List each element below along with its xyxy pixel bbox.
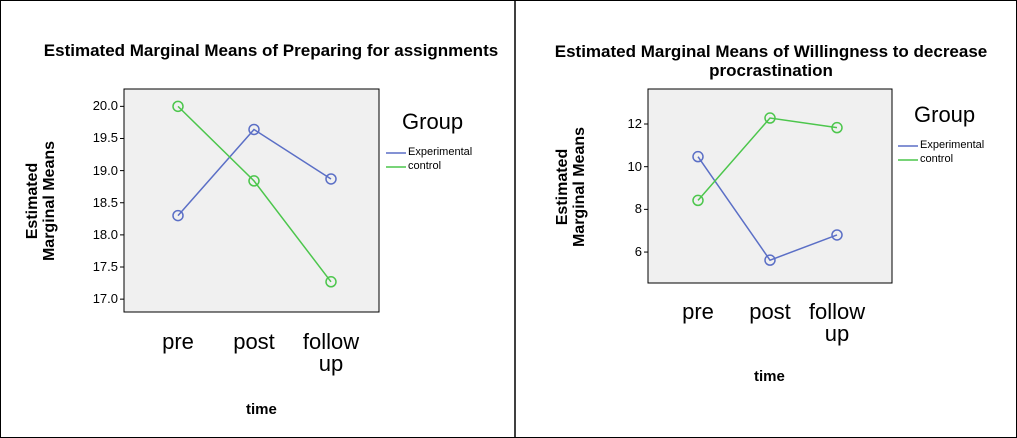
- point: [248, 175, 260, 187]
- y-axis-label: Estimated Marginal Means: [24, 140, 58, 262]
- point: [831, 229, 843, 241]
- chart-title: Estimated Marginal Means of Preparing fo…: [43, 41, 499, 60]
- point: [764, 254, 776, 266]
- y-tick-label: 19.5: [92, 130, 118, 146]
- point: [692, 194, 704, 207]
- x-tick-label: follow up: [808, 299, 866, 346]
- plot-area: [647, 88, 893, 284]
- legend-item: control: [408, 160, 442, 172]
- legend-item: control: [920, 153, 954, 165]
- x-tick-label: pre: [682, 299, 714, 324]
- legend-title: Group: [914, 102, 976, 127]
- x-axis-label: time: [246, 401, 277, 418]
- y-tick-label: 18.0: [92, 226, 118, 242]
- y-axis-label: Estimated Marginal Means: [554, 126, 588, 248]
- legend-title: Group: [402, 109, 464, 134]
- x-tick-label: post: [233, 329, 275, 354]
- y-tick-label: 10: [627, 158, 642, 174]
- plot-area: [123, 88, 380, 313]
- series-line: [177, 128, 332, 217]
- point: [325, 276, 337, 288]
- y-tick-label: 12: [627, 116, 642, 131]
- y-tick-label: 18.5: [92, 194, 118, 210]
- y-tick-label: 6: [634, 244, 642, 260]
- y-tick-label: 17.5: [92, 259, 118, 274]
- y-tick-label: 20.0: [92, 98, 118, 114]
- point: [764, 112, 776, 124]
- series-line: [177, 105, 332, 283]
- point: [172, 100, 184, 113]
- x-axis-label: time: [754, 368, 785, 385]
- series-line: [697, 156, 838, 262]
- legend-item: Experimental: [920, 139, 985, 151]
- point: [692, 150, 704, 163]
- y-tick-label: 17.0: [92, 291, 118, 307]
- x-tick-label: post: [749, 299, 791, 324]
- x-tick-label: follow up: [302, 329, 360, 376]
- y-tick-label: 19.0: [92, 162, 118, 178]
- point: [831, 121, 843, 134]
- point: [248, 123, 260, 136]
- point: [172, 209, 184, 222]
- chart-title: Estimated Marginal Means of Willingness …: [554, 42, 988, 80]
- x-tick-label: pre: [162, 329, 194, 354]
- point: [325, 173, 337, 185]
- y-tick-label: 8: [634, 201, 642, 217]
- legend-item: Experimental: [408, 146, 473, 158]
- series-line: [697, 117, 838, 201]
